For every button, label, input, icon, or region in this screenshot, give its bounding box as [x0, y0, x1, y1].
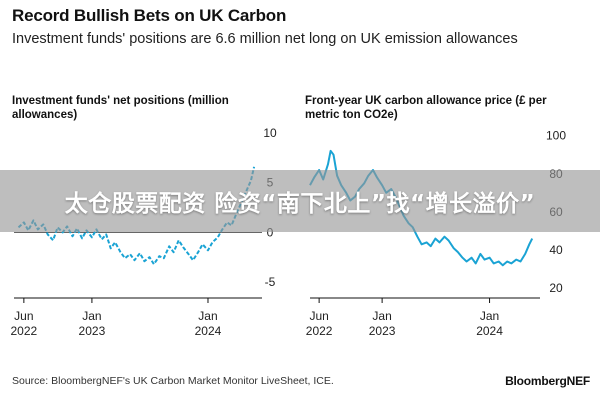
left-x-tick-label: 2023	[79, 324, 106, 338]
right-y-tick-label: 100	[546, 129, 566, 143]
left-y-tick-label: 0	[267, 225, 274, 239]
chart-subheadline: Investment funds' positions are 6.6 mill…	[12, 31, 518, 47]
overlay-banner: 太仓股票配资 险资“南下北上”找“增长溢价”	[0, 170, 600, 232]
left-y-tick-label: 10	[263, 126, 277, 140]
right-x-tick-label: Jan	[372, 309, 391, 323]
left-x-tick-label: 2022	[11, 324, 38, 338]
overlay-banner-text: 太仓股票配资 险资“南下北上”找“增长溢价”	[64, 191, 536, 217]
right-x-tick-label: 2024	[476, 324, 503, 338]
chart-headline: Record Bullish Bets on UK Carbon	[12, 6, 287, 25]
right-x-tick-label: 2023	[369, 324, 396, 338]
right-x-tick-label: Jun	[309, 309, 328, 323]
left-x-tick-label: 2024	[195, 324, 222, 338]
left-x-tick-label: Jan	[82, 309, 101, 323]
source-note: Source: BloombergNEF's UK Carbon Market …	[12, 375, 334, 387]
brand-logo: BloombergNEF	[505, 374, 590, 388]
left-chart-title: Investment funds' net positions (million…	[12, 95, 229, 121]
left-x-tick-label: Jan	[198, 309, 217, 323]
right-y-tick-label: 40	[549, 243, 563, 257]
right-x-tick-label: 2022	[306, 324, 333, 338]
right-chart-title: Front-year UK carbon allowance price (£ …	[305, 95, 547, 121]
right-y-tick-label: 20	[549, 281, 563, 295]
left-x-tick-label: Jun	[14, 309, 33, 323]
right-x-tick-label: Jan	[480, 309, 499, 323]
left-y-tick-label: -5	[265, 275, 276, 289]
